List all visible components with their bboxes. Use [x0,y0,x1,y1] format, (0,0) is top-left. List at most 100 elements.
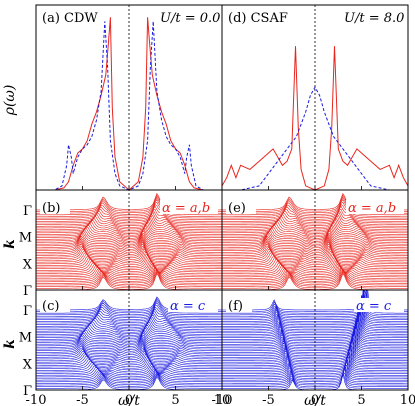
panel-c-trace [36,322,222,334]
panel-c-trace [36,355,222,366]
x-tick-label: -5 [76,393,89,406]
panel-b-trace [36,215,222,229]
panel-b-trace [36,225,222,238]
panel-c-trace [36,338,222,350]
panel-f-trace [222,290,408,321]
panel-f-trace [222,295,408,326]
panel-a-curves [36,17,222,190]
panel-c-trace [36,359,222,370]
k-path-label: M [19,331,32,346]
panel-f-trace [222,364,408,381]
panel-f-trace [222,318,408,345]
panel-c-label: (c) [42,299,59,314]
x-axis-label-right: ω/t [304,393,326,406]
panel-d-param: U/t = 8.0 [344,11,404,26]
x-axis-label-left: ω/t [118,393,140,406]
panel-f-trace [222,303,408,334]
panel-b-trace [36,263,222,278]
x-tick-label: -5 [262,393,275,406]
panel-f-trace [222,368,408,386]
panel-b-trace [36,223,222,237]
x-tick-label: 5 [171,393,179,406]
panel-f-trace [222,349,408,370]
x-tick-label: 0 [311,393,319,406]
panel-b-trace [36,216,222,230]
panel-c-trace [36,368,222,381]
panel-a-solid-series [36,17,222,190]
y-axis-label-k-b: k [2,239,18,249]
k-path-label: Γ [23,284,32,299]
panel-e-trace [222,215,408,229]
panel-f-trace [222,311,408,340]
panel-c-trace [36,353,222,365]
panel-c-trace [36,366,222,378]
panel-e-trace [222,223,408,237]
y-axis-label-k-c: k [2,339,18,349]
panel-c-annotation-bg [168,298,218,312]
panel-a-param: U/t = 0.0 [160,11,220,26]
panel-f-trace [222,357,408,376]
panel-f-trace [222,352,408,373]
panel-b-trace [36,233,222,247]
panel-f-trace [222,327,408,353]
panel-c-trace [36,372,222,386]
panel-c-trace [36,334,222,345]
panel-e-label-bg [226,200,256,214]
panel-f-trace [222,302,408,332]
panel-e-trace [222,263,408,278]
panel-b-label-bg [40,200,70,214]
panel-f-trace [222,311,408,337]
panel-d-dashed-series [222,86,408,190]
panel-c-trace [36,335,222,347]
panel-e-trace [222,245,408,258]
panel-c-trace [36,308,222,321]
panel-c-trace [36,318,222,329]
x-tick-label: 10 [214,393,231,406]
k-path-label: X [23,357,33,372]
panel-e-trace [222,212,408,225]
panel-f-trace [222,357,408,378]
panel-f-trace [222,340,408,361]
panel-e-trace [222,265,408,281]
panel-e-trace [222,201,408,217]
panel-b-trace [36,245,222,258]
panel-f-trace [222,317,408,342]
panel-c-trace [36,330,222,342]
panel-b-trace [36,269,222,286]
x-tick-label: 0 [125,393,133,406]
x-tick-label: 10 [400,393,415,406]
panel-b-trace [36,219,222,234]
panel-e-trace [222,208,408,222]
panel-e-trace [222,219,408,234]
panel-e-trace [222,236,408,250]
panel-a-dashed-series [36,21,222,190]
panel-c-trace [36,350,222,361]
panel-b-annotation: α = a,b [162,201,210,216]
panel-f-trace [222,325,408,348]
y-axis-label-rho: ρ(ω) [2,85,18,117]
panel-c-trace [36,327,222,339]
panel-e-trace [222,248,408,261]
panel-f-trace [222,300,408,329]
panel-c-trace [36,299,222,314]
panel-e-trace [222,225,408,238]
panel-e-label: (e) [228,201,246,216]
panel-e-trace [222,241,408,255]
k-path-label: X [23,257,33,272]
panel-b-trace [36,205,222,220]
panel-b-trace [36,248,222,261]
panel-b-annotation-bg [160,200,218,214]
panel-e-trace [222,269,408,286]
panel-b-trace [36,236,222,250]
panel-f-trace [222,290,408,317]
panel-e-annotation: α = a,b [348,201,396,216]
panel-e-trace [222,205,408,220]
panel-e-trace [222,233,408,247]
panel-b-trace [36,212,222,225]
panel-c-trace [36,362,222,373]
panel-f-trace [222,341,408,365]
panel-a-label: (a) CDW [42,11,98,26]
x-tick-label: 5 [357,393,365,406]
k-path-label: Γ [23,204,32,219]
